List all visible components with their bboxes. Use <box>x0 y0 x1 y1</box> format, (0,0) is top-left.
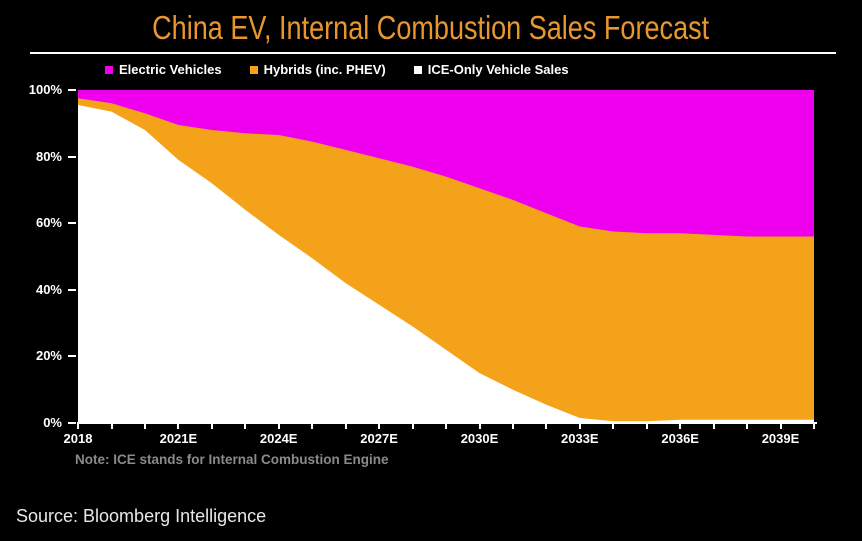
chart-legend: Electric Vehicles Hybrids (inc. PHEV) IC… <box>105 62 569 77</box>
x-axis-label: 2030E <box>460 431 499 446</box>
y-axis-label: 40% <box>35 281 62 297</box>
x-axis-tick <box>478 424 481 429</box>
x-axis-label: 2033E <box>561 431 599 446</box>
x-axis-line <box>77 422 817 424</box>
x-axis-tick <box>143 424 146 429</box>
x-axis-label: 2018 <box>63 431 93 446</box>
x-axis-tick <box>177 424 180 429</box>
legend-label: Electric Vehicles <box>119 62 222 77</box>
x-axis-tick <box>746 424 749 429</box>
y-axis-tick <box>68 89 76 91</box>
x-axis-tick <box>445 424 447 429</box>
x-axis-tick <box>712 424 715 429</box>
y-axis-label: 20% <box>35 348 62 364</box>
x-axis-tick <box>411 424 414 429</box>
legend-item-ice-only: ICE-Only Vehicle Sales <box>413 62 569 77</box>
legend-label: ICE-Only Vehicle Sales <box>427 62 569 77</box>
legend-item-hybrids: Hybrids (inc. PHEV) <box>249 62 386 77</box>
y-axis-tick <box>68 355 76 358</box>
x-axis-tick <box>578 424 581 429</box>
source-attribution: Source: Bloomberg Intelligence <box>16 506 267 526</box>
x-axis-tick <box>210 424 213 429</box>
page-title: China EV, Internal Combustion Sales Fore… <box>0 6 862 50</box>
x-axis-tick <box>277 424 280 429</box>
y-axis-tick <box>68 155 76 158</box>
y-axis-label: 60% <box>35 215 62 231</box>
y-axis-tick <box>68 422 76 424</box>
x-axis-tick <box>311 424 314 429</box>
x-axis-label: 2024E <box>259 431 298 446</box>
y-axis-tick <box>68 222 76 225</box>
x-axis-label: 2039E <box>761 431 800 446</box>
x-axis-tick <box>378 424 381 429</box>
ev-swatch-icon <box>105 65 113 74</box>
ice-area <box>78 105 814 423</box>
x-axis-label: 2036E <box>661 431 699 446</box>
x-axis-tick <box>545 424 548 429</box>
legend-item-electric-vehicles: Electric Vehicles <box>105 62 222 77</box>
plot-svg <box>78 90 814 423</box>
x-axis-tick <box>679 424 682 429</box>
x-axis-tick <box>511 424 514 429</box>
x-axis-tick <box>110 424 113 429</box>
x-axis-tick <box>244 424 247 429</box>
chart-note: Note: ICE stands for Internal Combustion… <box>75 452 389 467</box>
ice-swatch-icon <box>413 65 422 74</box>
page-title-text: China EV, Internal Combustion Sales Fore… <box>152 9 710 46</box>
legend-label: Hybrids (inc. PHEV) <box>263 62 386 77</box>
x-axis-tick <box>612 424 615 429</box>
x-axis-tick <box>779 424 782 429</box>
x-axis-label: 2021E <box>159 431 198 446</box>
y-axis-label: 80% <box>35 148 62 164</box>
x-axis-label: 2027E <box>360 431 398 446</box>
y-axis-label: 0% <box>43 415 62 430</box>
x-axis-tick <box>645 424 648 429</box>
hybrid-swatch-icon <box>249 65 258 74</box>
y-axis-label: 100% <box>28 82 62 97</box>
x-axis-tick <box>813 424 815 429</box>
title-divider <box>30 52 836 54</box>
x-axis-tick <box>77 424 79 429</box>
x-axis-tick <box>344 424 347 429</box>
y-axis-tick <box>68 288 76 291</box>
